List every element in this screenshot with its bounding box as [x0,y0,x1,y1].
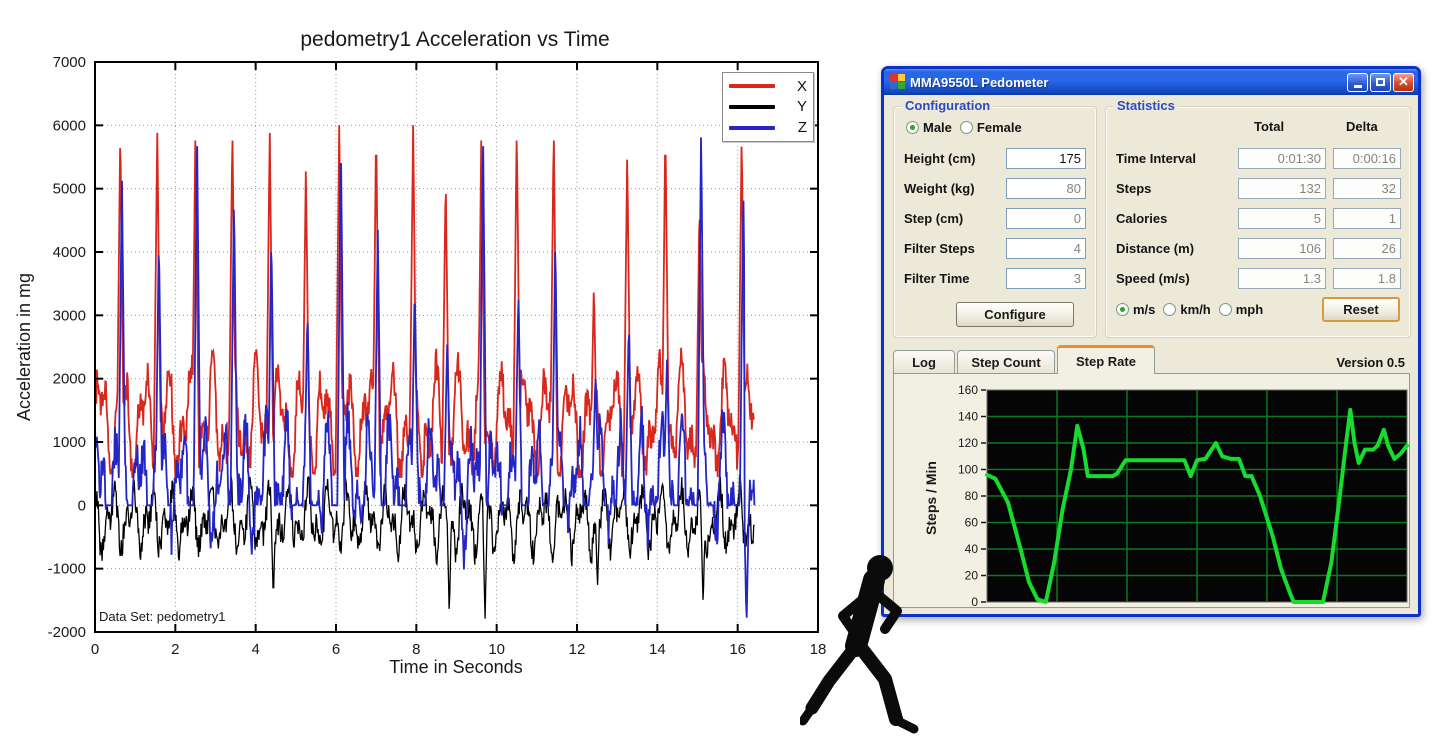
svg-text:2: 2 [171,641,179,658]
time-interval-delta-field[interactable] [1333,147,1401,169]
pedometer-window: MMA9550L Pedometer ✕ Configuration Male … [881,66,1421,617]
svg-text:160: 160 [958,383,978,397]
chart-legend: X Y Z [722,72,814,142]
configuration-group-title: Configuration [902,98,994,113]
female-radio[interactable] [959,121,973,134]
app-icon [890,74,906,90]
mph-radio[interactable] [1218,303,1232,316]
version-label: Version 0.5 [1336,355,1405,370]
tab-bar: Log Step Count Step Rate Version 0.5 [893,345,1409,374]
male-radio[interactable] [906,121,919,134]
chart-x-axis-label: Time in Seconds [389,657,522,677]
calories-delta-field[interactable] [1333,207,1401,229]
svg-text:120: 120 [958,436,978,450]
svg-text:6000: 6000 [53,117,86,134]
reset-button[interactable]: Reset [1322,297,1400,322]
filter-time-input[interactable] [1006,267,1086,289]
step-rate-chart: 0 20 40 60 80 100 120 140 160 Steps / Min [923,383,1409,607]
step-length-input[interactable] [1006,207,1086,229]
distance-delta-field[interactable] [1333,237,1401,259]
calories-total-field[interactable] [1238,207,1326,229]
svg-text:14: 14 [649,641,666,658]
time-interval-total-field[interactable] [1238,147,1326,169]
svg-text:16: 16 [729,641,746,658]
kmh-radio[interactable] [1163,303,1177,316]
svg-text:7000: 7000 [53,54,86,71]
legend-entry-z: Z [729,119,807,136]
maximize-button[interactable] [1370,72,1391,92]
svg-text:80: 80 [965,489,979,503]
window-titlebar[interactable]: MMA9550L Pedometer ✕ [884,69,1418,95]
svg-text:140: 140 [958,410,978,424]
tab-step-rate[interactable]: Step Rate [1057,345,1155,374]
legend-entry-y: Y [729,98,807,115]
svg-text:8: 8 [412,641,420,658]
svg-text:-1000: -1000 [48,561,86,578]
tab-log[interactable]: Log [893,350,955,374]
dataset-annotation: Data Set: pedometry1 [99,609,225,624]
speed-total-field[interactable] [1238,267,1326,289]
height-input[interactable] [1006,147,1086,169]
runner-silhouette [800,555,919,734]
steps-total-field[interactable] [1238,177,1326,199]
svg-text:12: 12 [569,641,586,658]
delta-column-header: Delta [1346,119,1378,134]
step-rate-panel: 0 20 40 60 80 100 120 140 160 Steps / Min [893,373,1410,608]
legend-line-x [729,84,775,89]
statistics-group-title: Statistics [1114,98,1178,113]
legend-line-y [729,104,775,109]
total-column-header: Total [1254,119,1285,134]
svg-text:5000: 5000 [53,181,86,198]
svg-text:60: 60 [965,516,979,530]
rate-y-axis-label: Steps / Min [923,461,939,535]
ms-radio[interactable] [1116,303,1129,316]
svg-text:20: 20 [965,569,979,583]
weight-input[interactable] [1006,177,1086,199]
svg-text:0: 0 [971,595,978,607]
svg-text:0: 0 [78,497,86,514]
legend-line-z [729,125,775,130]
svg-text:4000: 4000 [53,244,86,261]
close-button[interactable]: ✕ [1393,72,1414,92]
legend-entry-x: X [729,78,807,95]
svg-text:40: 40 [965,542,979,556]
distance-total-field[interactable] [1238,237,1326,259]
svg-text:0: 0 [91,641,99,658]
minimize-button[interactable] [1347,72,1368,92]
svg-text:3000: 3000 [53,307,86,324]
statistics-group: Statistics Total Delta Time Interval Ste… [1105,98,1411,338]
svg-text:2000: 2000 [53,371,86,388]
configure-button[interactable]: Configure [956,302,1074,327]
svg-text:-2000: -2000 [48,624,86,641]
speed-delta-field[interactable] [1333,267,1401,289]
chart-title: pedometry1 Acceleration vs Time [300,28,609,51]
tab-step-count[interactable]: Step Count [957,350,1055,374]
svg-text:10: 10 [488,641,505,658]
window-title: MMA9550L Pedometer [910,74,1049,90]
steps-delta-field[interactable] [1333,177,1401,199]
svg-text:18: 18 [810,641,827,658]
chart-y-axis-label: Acceleration in mg [14,273,34,421]
filter-steps-input[interactable] [1006,237,1086,259]
svg-text:1000: 1000 [53,434,86,451]
window-client-area: Configuration Male Female Height (cm) We… [884,95,1418,614]
svg-text:4: 4 [251,641,259,658]
svg-text:6: 6 [332,641,340,658]
svg-text:100: 100 [958,463,978,477]
configuration-group: Configuration Male Female Height (cm) We… [893,98,1097,338]
acceleration-chart: 0 2 4 6 8 10 12 14 16 18 -2000 -1000 0 1000 2000 3000 40… [14,28,827,677]
